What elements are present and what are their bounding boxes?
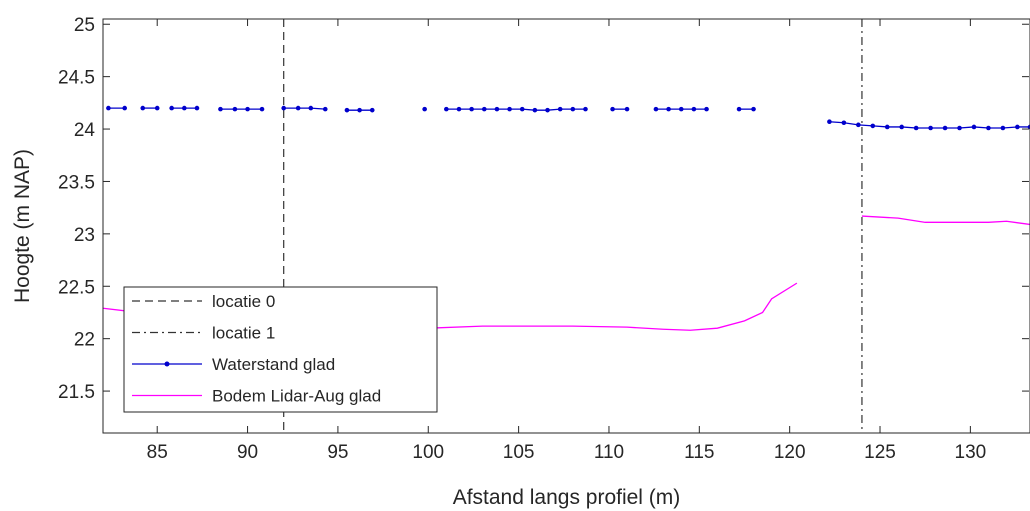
series-0-point-11-6 bbox=[913, 125, 919, 131]
series-0-point-11-2 bbox=[856, 122, 861, 128]
legend-label-0: locatie 0 bbox=[212, 292, 275, 311]
x-tick-label-3: 100 bbox=[412, 442, 444, 463]
axes-box bbox=[102, 18, 1030, 434]
y-tick-label-4: 23.5 bbox=[58, 172, 95, 193]
legend: locatie 0 locatie 1 Waterstand glad Bodem L… bbox=[123, 286, 438, 413]
series-1-line-1 bbox=[861, 215, 1030, 226]
series-0-line-7 bbox=[446, 108, 586, 111]
series-0-point-4-3 bbox=[322, 106, 328, 112]
x-tick-label-5: 110 bbox=[594, 442, 624, 463]
series-0-point-11-14 bbox=[1027, 124, 1030, 130]
series-0-point-0-1 bbox=[122, 105, 127, 111]
y-tick-label-3: 23 bbox=[74, 225, 95, 246]
series-0-point-3-0 bbox=[218, 106, 223, 112]
series-0-point-2-0 bbox=[169, 105, 174, 111]
series-0-point-2-2 bbox=[194, 105, 200, 111]
series-0-point-11-9 bbox=[957, 125, 962, 131]
series-0-point-11-11 bbox=[986, 125, 991, 131]
series-0-point-7-8 bbox=[545, 107, 550, 113]
series-0-point-7-6 bbox=[519, 106, 525, 112]
series-0-point-11-12 bbox=[1000, 125, 1006, 131]
series-0-point-7-3 bbox=[481, 106, 487, 112]
series-0-point-7-11 bbox=[583, 106, 588, 112]
series-0-point-3-3 bbox=[259, 106, 265, 112]
legend-marker-2 bbox=[164, 361, 170, 367]
series-0-point-4-0 bbox=[281, 105, 287, 111]
legend-label-2: Waterstand glad bbox=[212, 355, 335, 374]
series-0-point-11-1 bbox=[841, 120, 847, 126]
series-0-point-11-4 bbox=[884, 124, 890, 130]
series-0-point-7-5 bbox=[507, 106, 512, 112]
x-tick-label-7: 120 bbox=[774, 442, 806, 463]
series-0-point-9-2 bbox=[678, 106, 684, 112]
series-0-point-7-2 bbox=[469, 106, 474, 112]
x-tick-label-4: 105 bbox=[503, 442, 535, 463]
series-0-point-11-10 bbox=[971, 124, 977, 130]
series-0-point-7-10 bbox=[570, 106, 576, 112]
y-tick-label-2: 22.5 bbox=[58, 277, 95, 298]
series-0-point-11-3 bbox=[870, 123, 876, 129]
series-0-point-7-1 bbox=[456, 106, 462, 112]
series-0-point-3-2 bbox=[245, 106, 250, 112]
series-0-point-4-2 bbox=[308, 105, 314, 111]
series-0-point-7-7 bbox=[532, 107, 538, 113]
series-0-point-4-1 bbox=[295, 105, 301, 111]
series-0-point-6-0 bbox=[422, 106, 427, 112]
series-0-line-4 bbox=[283, 107, 326, 110]
series-0-point-11-5 bbox=[899, 124, 905, 130]
series-0-point-1-0 bbox=[140, 105, 146, 111]
series-0-point-8-0 bbox=[610, 106, 615, 112]
x-tick-label-0: 85 bbox=[147, 442, 168, 463]
y-tick-label-1: 22 bbox=[74, 330, 95, 351]
series-0-point-10-1 bbox=[751, 106, 756, 112]
x-tick-label-8: 125 bbox=[864, 442, 896, 463]
series-0-point-0-0 bbox=[106, 105, 111, 111]
series-0-point-11-7 bbox=[928, 125, 933, 131]
series-0-point-7-0 bbox=[444, 106, 449, 112]
series-0-point-5-0 bbox=[344, 107, 350, 113]
y-tick-label-7: 25 bbox=[74, 15, 95, 36]
series-0-point-5-1 bbox=[357, 107, 362, 113]
series-0-point-9-0 bbox=[653, 106, 659, 112]
y-axis-label: Hoogte (m NAP) bbox=[11, 149, 34, 303]
legend-box bbox=[123, 286, 438, 413]
x-tick-label-6: 115 bbox=[684, 442, 714, 463]
series-0-point-9-4 bbox=[704, 106, 709, 112]
series-0-point-1-1 bbox=[154, 105, 160, 111]
x-tick-label-9: 130 bbox=[955, 442, 987, 463]
series-0-point-5-2 bbox=[369, 107, 375, 113]
x-tick-label-2: 95 bbox=[327, 442, 348, 463]
series-0-point-11-8 bbox=[942, 125, 948, 131]
series-0-point-11-0 bbox=[827, 119, 832, 125]
y-tick-label-6: 24.5 bbox=[58, 68, 95, 89]
series-0-point-2-1 bbox=[182, 105, 187, 111]
series-0-point-10-0 bbox=[736, 106, 742, 112]
series-0-point-11-13 bbox=[1015, 124, 1020, 130]
x-axis-label: Afstand langs profiel (m) bbox=[453, 486, 681, 509]
series-0-point-8-1 bbox=[624, 106, 630, 112]
y-tick-label-0: 21.5 bbox=[58, 382, 95, 403]
series-0-point-9-1 bbox=[666, 106, 671, 112]
series-0-point-7-4 bbox=[494, 106, 500, 112]
legend-label-1: locatie 1 bbox=[212, 324, 275, 343]
axes: 85 90 95 100 105 110 115 120 125 130 21.5 22 22.5 23 2… bbox=[11, 15, 1030, 509]
y-tick-label-5: 24 bbox=[74, 120, 96, 141]
series-0-point-9-3 bbox=[691, 106, 697, 112]
series-0-point-7-9 bbox=[557, 106, 563, 112]
x-tick-label-1: 90 bbox=[237, 442, 258, 463]
legend-label-3: Bodem Lidar-Aug glad bbox=[212, 387, 381, 406]
series-0-point-3-1 bbox=[232, 106, 238, 112]
